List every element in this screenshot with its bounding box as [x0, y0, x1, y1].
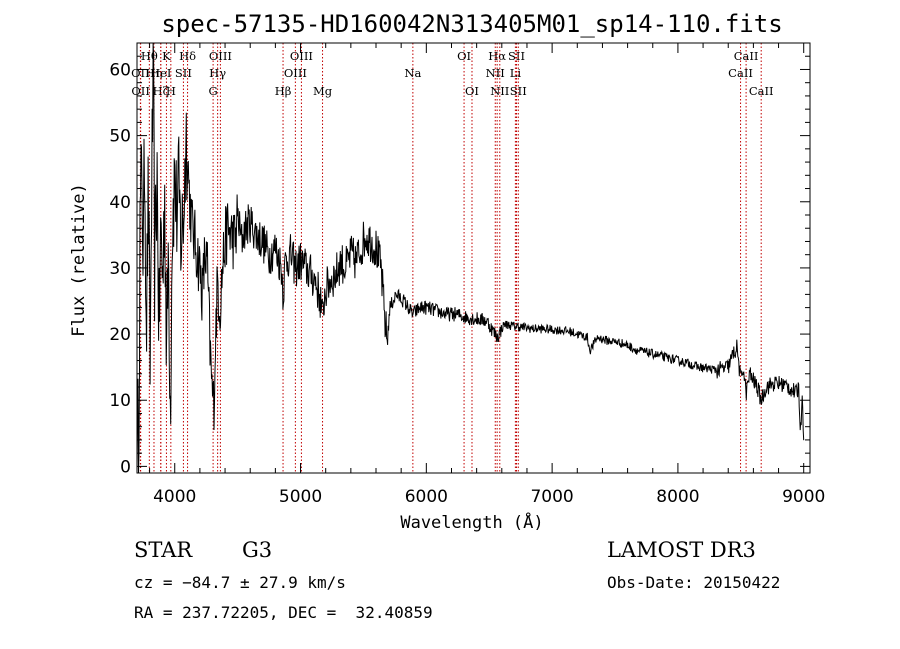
line-marker-label: Hγ [209, 66, 226, 80]
line-marker-label: SII [175, 66, 192, 80]
x-tick-label: 4000 [153, 487, 196, 507]
y-tick-label: 30 [109, 259, 131, 279]
line-marker-label: Hδ [179, 49, 196, 63]
line-marker-label: SII [510, 84, 527, 98]
line-marker-label: K [162, 49, 171, 63]
line-marker-label: Na [404, 66, 421, 80]
line-marker-label: G [209, 84, 218, 98]
y-tick-label: 50 [109, 127, 131, 147]
line-marker-label: Hθ [141, 49, 158, 63]
x-axis-label: Wavelength (Å) [400, 511, 543, 533]
line-marker-label: OI [457, 49, 471, 63]
y-tick-label: 20 [109, 325, 131, 345]
line-marker-label: Hα [488, 49, 506, 63]
line-marker-label: Hζ [153, 84, 169, 98]
x-tick-label: 8000 [656, 487, 699, 507]
y-tick-label: 40 [109, 193, 131, 213]
line-marker-label: OI [465, 84, 479, 98]
line-marker-label: H [166, 84, 176, 98]
line-marker-label: CaII [728, 66, 753, 80]
survey-name: LAMOST DR3 [607, 538, 756, 562]
object-subclass: G3 [242, 538, 273, 562]
chart-title: spec-57135-HD160042N313405M01_sp14-110.f… [161, 10, 782, 38]
object-class: STAR [134, 538, 193, 562]
flux-plot [136, 42, 805, 474]
y-tick-label: 0 [120, 457, 131, 477]
spectrum-chart: spec-57135-HD160042N313405M01_sp14-110.f… [69, 10, 825, 533]
coordinates: RA = 237.72205, DEC = 32.40859 [134, 603, 433, 622]
x-tick-label: 5000 [279, 487, 322, 507]
line-marker-label: Mg [313, 84, 333, 98]
y-tick-label: 10 [109, 391, 131, 411]
line-marker-label: SII [508, 49, 525, 63]
line-marker-label: OIII [209, 49, 232, 63]
observation-date: Obs-Date: 20150422 [607, 573, 781, 592]
x-axis: 4000 5000 6000 7000 8000 9000 [149, 43, 825, 507]
flux-series-line [136, 42, 805, 474]
line-marker-label: Hβ [275, 84, 292, 98]
line-marker-label: NII [490, 84, 509, 98]
line-marker-label: HeI [150, 66, 171, 80]
plot-frame [136, 42, 811, 474]
line-marker-label: OII [131, 84, 150, 98]
x-tick-label: 7000 [530, 487, 573, 507]
line-marker-label: CaII [749, 84, 774, 98]
line-marker-label: OIII [284, 66, 307, 80]
line-marker-label: NII [486, 66, 505, 80]
y-axis-label: Flux (relative) [69, 183, 89, 337]
redshift-value: cz = −84.7 ± 27.9 km/s [134, 573, 346, 592]
line-marker-label: Li [510, 66, 522, 80]
x-tick-label: 9000 [782, 487, 825, 507]
line-marker-label: OIII [290, 49, 313, 63]
line-marker-label: CaII [734, 49, 759, 63]
y-axis: 0 10 20 30 40 50 60 [109, 42, 810, 477]
y-tick-label: 60 [109, 60, 131, 80]
x-tick-label: 6000 [405, 487, 448, 507]
